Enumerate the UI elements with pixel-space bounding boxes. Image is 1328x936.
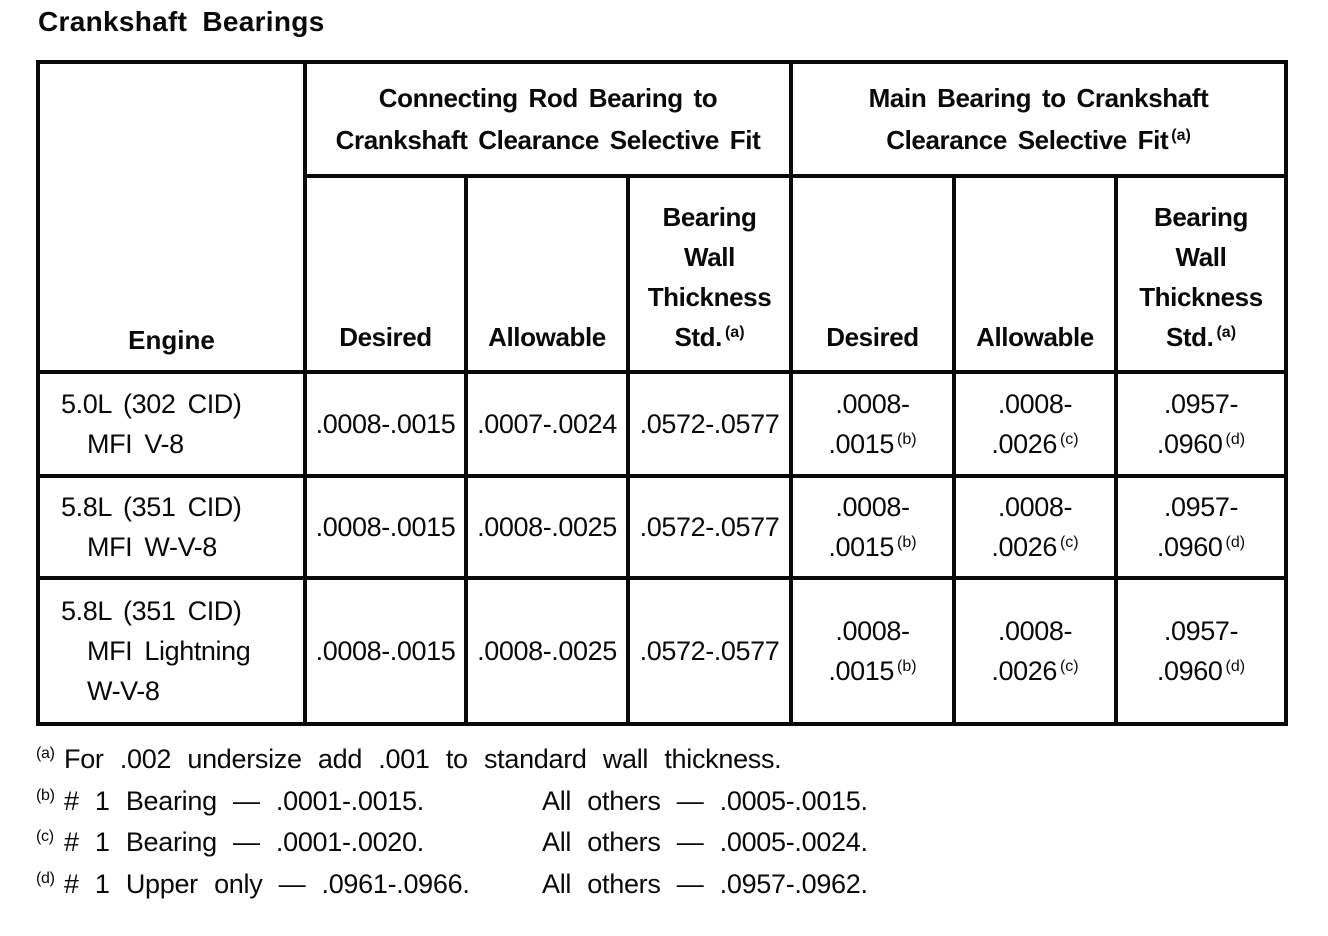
column-header-cr-desired: Desired <box>307 178 468 374</box>
table-row-2-mb-desired: .0008- .0015 (b) <box>793 478 956 580</box>
table-row-3-cr-desired: .0008-.0015 <box>307 580 468 722</box>
column-header-cr-wall-thickness: Bearing Wall Thickness Std. (a) <box>630 178 793 374</box>
table-row-2-cr-allowable: .0008-.0025 <box>468 478 630 580</box>
footnote-ref-d: (d) <box>1225 534 1246 551</box>
group-header-main-bearing: Main Bearing to Crankshaft Clearance Sel… <box>793 64 1284 178</box>
table-row-3-mb-wall: .0957- .0960 (d) <box>1156 616 1246 686</box>
table-row-3-engine: 5.8L (351 CID) MFI Lightning W-V-8 <box>40 580 307 722</box>
footnote-marker-d: (d) <box>36 869 55 887</box>
table-row-2-cr-wall: .0572-.0577 <box>630 478 793 580</box>
table-row-3-cr-allowable: .0008-.0025 <box>468 580 630 722</box>
footnote-ref-a: (a) <box>1216 324 1237 341</box>
table-row-1-cr-allowable: .0007-.0024 <box>468 374 630 478</box>
table-row-3-mb-allowable: .0008- .0026 (c) <box>956 580 1118 722</box>
engine-header-label: Engine <box>128 325 215 355</box>
table-row-1-mb-allowable: .0008- .0026 (c) <box>956 374 1118 478</box>
table-row-1-cr-wall: .0572-.0577 <box>630 374 793 478</box>
group-header-line: Connecting Rod Bearing to <box>378 83 718 113</box>
footnotes: (a) For .002 undersize add .001 to standa… <box>36 744 868 910</box>
column-header-mb-allowable: Allowable <box>956 178 1118 374</box>
table-row-2-mb-allowable: .0008- .0026 (c) <box>956 478 1118 580</box>
footnote-ref-d: (d) <box>1225 658 1246 675</box>
table-row-2-engine: 5.8L (351 CID) MFI W-V-8 <box>40 478 307 580</box>
column-header-cr-allowable: Allowable <box>468 178 630 374</box>
group-header-line: Main Bearing to Crankshaft <box>868 83 1209 113</box>
footnote-marker-a: (a) <box>36 745 55 762</box>
table-row-3-cr-wall: .0572-.0577 <box>630 580 793 722</box>
footnote-ref-c: (c) <box>1059 534 1079 551</box>
group-header-connecting-rod: Connecting Rod Bearing to Crankshaft Cle… <box>307 64 793 178</box>
footnote-ref-b: (b) <box>897 534 917 551</box>
group-header-line: Clearance Selective Fit (a) <box>886 125 1191 155</box>
footnote-d: (d) # 1 Upper only — .0961-.0966. All othe… <box>36 868 868 899</box>
footnote-c: (c) # 1 Bearing — .0001-.0020. All others … <box>36 827 868 857</box>
table-row-1-cr-desired: .0008-.0015 <box>307 374 468 478</box>
table-row-1-engine: 5.0L (302 CID) MFI V-8 <box>40 374 307 478</box>
table-row-1-mb-wall: .0957- .0960 (d) <box>1118 374 1284 478</box>
table-row-2-mb-wall: .0957- .0960 (d) <box>1118 478 1284 580</box>
footnote-marker-c: (c) <box>36 828 54 845</box>
table-row-3-mb-desired: .0008- .0015 (b) <box>793 580 956 722</box>
engine-column-header: Engine <box>40 64 307 374</box>
footnote-b: (b) # 1 Bearing — .0001-.0015. All others … <box>36 785 868 816</box>
footnote-ref-b: (b) <box>897 431 917 448</box>
column-header-mb-wall-thickness: Bearing Wall Thickness Std. (a) <box>1118 178 1284 374</box>
table-row-1-mb-desired: .0008- .0015 (b) <box>793 374 956 478</box>
crankshaft-bearings-table: Engine Connecting Rod Bearing to Cranksh… <box>36 60 1288 726</box>
page-title: Crankshaft Bearings <box>38 6 325 37</box>
footnote-ref-d: (d) <box>1225 431 1246 448</box>
footnote-ref-c: (c) <box>1059 658 1079 675</box>
footnote-marker-b: (b) <box>36 786 55 804</box>
column-header-mb-desired: Desired <box>793 178 956 374</box>
footnote-ref-b: (b) <box>897 658 917 675</box>
footnote-a: (a) For .002 undersize add .001 to standa… <box>36 744 782 774</box>
footnote-ref-a: (a) <box>1171 127 1191 144</box>
table-row-2-cr-desired: .0008-.0015 <box>307 478 468 580</box>
footnote-ref-a: (a) <box>724 324 745 341</box>
group-header-line: Crankshaft Clearance Selective Fit <box>335 125 761 155</box>
footnote-ref-c: (c) <box>1059 431 1079 448</box>
